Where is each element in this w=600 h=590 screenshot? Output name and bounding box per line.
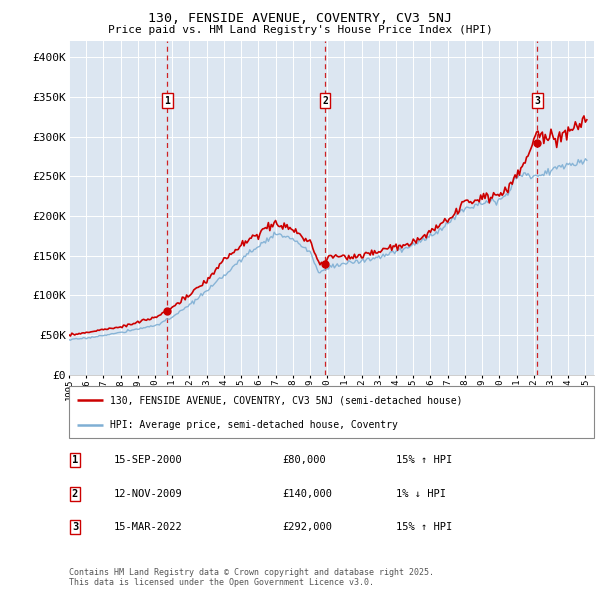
Text: 3: 3 [535,96,540,106]
Text: 15% ↑ HPI: 15% ↑ HPI [396,455,452,465]
Text: Price paid vs. HM Land Registry's House Price Index (HPI): Price paid vs. HM Land Registry's House … [107,25,493,35]
Text: 1: 1 [164,96,170,106]
Text: 2: 2 [322,96,328,106]
Text: £80,000: £80,000 [282,455,326,465]
Text: 15% ↑ HPI: 15% ↑ HPI [396,522,452,532]
Text: 2: 2 [72,489,78,499]
Text: 1% ↓ HPI: 1% ↓ HPI [396,489,446,499]
Text: 1: 1 [72,455,78,465]
Text: £140,000: £140,000 [282,489,332,499]
Text: 3: 3 [72,522,78,532]
Text: 15-SEP-2000: 15-SEP-2000 [114,455,183,465]
Text: 12-NOV-2009: 12-NOV-2009 [114,489,183,499]
Text: £292,000: £292,000 [282,522,332,532]
Text: 130, FENSIDE AVENUE, COVENTRY, CV3 5NJ: 130, FENSIDE AVENUE, COVENTRY, CV3 5NJ [148,12,452,25]
Text: 130, FENSIDE AVENUE, COVENTRY, CV3 5NJ (semi-detached house): 130, FENSIDE AVENUE, COVENTRY, CV3 5NJ (… [110,395,463,405]
Text: 15-MAR-2022: 15-MAR-2022 [114,522,183,532]
Text: HPI: Average price, semi-detached house, Coventry: HPI: Average price, semi-detached house,… [110,420,398,430]
FancyBboxPatch shape [69,386,594,438]
Text: Contains HM Land Registry data © Crown copyright and database right 2025.
This d: Contains HM Land Registry data © Crown c… [69,568,434,587]
